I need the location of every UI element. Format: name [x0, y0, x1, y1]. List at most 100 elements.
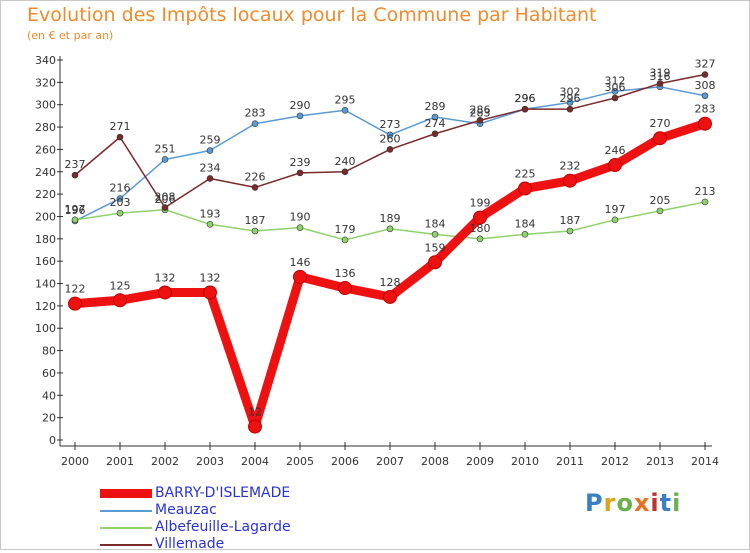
logo-letter: i [672, 489, 682, 517]
data-label-meauzac: 259 [200, 134, 221, 147]
legend-item-barry: BARRY-D'ISLEMADE [100, 485, 340, 502]
data-label-albefeuille-lagarde: 179 [335, 223, 356, 236]
data-point-meauzac [206, 147, 214, 154]
data-label-barry-d-islemade: 159 [425, 241, 446, 254]
data-point-albefeuille-lagarde [566, 227, 574, 235]
legend-swatch-barry [100, 489, 152, 498]
legend-label-meauzac: Meauzac [155, 502, 217, 518]
data-label-barry-d-islemade: 283 [695, 103, 716, 116]
data-point-barry-d-islemade [158, 285, 172, 300]
data-point-villemade [161, 204, 169, 211]
legend-item-meauzac: Meauzac [100, 502, 340, 519]
logo-letter: t [659, 489, 673, 517]
y-tick-label: 300 [35, 99, 56, 112]
x-tick-label: 2010 [511, 455, 539, 468]
data-label-villemade: 260 [380, 132, 401, 145]
data-label-barry-d-islemade: 128 [380, 276, 401, 289]
data-label-albefeuille-lagarde: 190 [290, 211, 311, 224]
data-label-villemade: 319 [650, 66, 671, 79]
data-label-villemade: 271 [110, 120, 131, 133]
data-label-villemade: 296 [515, 92, 536, 105]
data-point-barry-d-islemade [203, 285, 217, 300]
data-label-albefeuille-lagarde: 197 [605, 203, 626, 216]
y-tick-label: 20 [42, 412, 56, 425]
data-label-villemade: 296 [560, 92, 581, 105]
data-label-meauzac: 216 [110, 182, 131, 195]
data-label-meauzac: 312 [605, 74, 626, 87]
y-tick-label: 260 [35, 143, 56, 156]
data-point-meauzac [431, 113, 439, 121]
y-tick-label: 240 [35, 166, 56, 179]
y-tick-label: 180 [35, 233, 56, 246]
data-point-meauzac [566, 99, 574, 106]
data-label-albefeuille-lagarde: 197 [65, 203, 86, 216]
data-point-barry-d-islemade [338, 281, 352, 295]
data-label-villemade: 208 [155, 191, 176, 204]
y-tick-label: 60 [42, 367, 56, 380]
x-tick-label: 2000 [61, 455, 89, 468]
data-point-meauzac [296, 112, 304, 120]
y-tick-label: 80 [42, 345, 56, 358]
data-point-albefeuille-lagarde [116, 209, 124, 217]
data-point-albefeuille-lagarde [476, 235, 484, 243]
data-label-albefeuille-lagarde: 189 [380, 212, 401, 225]
x-tick-label: 2004 [241, 455, 269, 468]
legend-label-villemade: Villemade [155, 536, 225, 552]
x-tick-label: 2012 [601, 455, 629, 468]
data-point-villemade [206, 175, 214, 182]
data-point-villemade [341, 168, 349, 176]
data-point-villemade [386, 146, 394, 153]
data-label-albefeuille-lagarde: 184 [515, 217, 536, 230]
data-label-albefeuille-lagarde: 187 [560, 214, 581, 227]
x-tick-label: 2002 [151, 455, 179, 468]
y-tick-label: 120 [35, 300, 56, 313]
data-point-barry-d-islemade [608, 158, 622, 173]
data-point-meauzac [386, 131, 394, 139]
y-tick-label: 340 [35, 54, 56, 67]
data-label-meauzac: 196 [65, 204, 86, 217]
y-tick-label: 0 [49, 434, 56, 447]
data-point-villemade [656, 80, 664, 87]
data-point-villemade [566, 105, 574, 113]
logo-letter: x [633, 489, 651, 517]
legend-swatch-villemade [100, 544, 152, 546]
data-point-barry-d-islemade [428, 255, 442, 270]
y-tick-label: 220 [35, 188, 56, 201]
data-label-barry-d-islemade: 132 [155, 271, 176, 284]
y-tick-label: 40 [42, 389, 56, 402]
data-label-albefeuille-lagarde: 205 [650, 194, 671, 207]
x-tick-label: 2001 [106, 455, 134, 468]
data-point-villemade [701, 71, 709, 78]
data-label-meauzac: 295 [335, 93, 356, 106]
data-label-albefeuille-lagarde: 184 [425, 217, 446, 230]
legend-label-barry: BARRY-D'ISLEMADE [155, 485, 291, 501]
x-tick-label: 2013 [646, 455, 674, 468]
data-point-albefeuille-lagarde [701, 198, 709, 206]
data-label-barry-d-islemade: 132 [200, 271, 221, 284]
data-label-villemade: 286 [470, 103, 491, 116]
data-point-barry-d-islemade [653, 131, 667, 146]
data-point-albefeuille-lagarde [431, 231, 439, 238]
data-label-villemade: 234 [200, 161, 221, 174]
data-label-albefeuille-lagarde: 180 [470, 222, 491, 235]
data-label-villemade: 240 [335, 155, 356, 168]
data-label-albefeuille-lagarde: 193 [200, 207, 221, 220]
data-label-barry-d-islemade: 136 [335, 267, 356, 280]
x-tick-label: 2005 [286, 455, 314, 468]
x-tick-label: 2009 [466, 455, 494, 468]
data-point-villemade [431, 130, 439, 138]
logo-letter: r [603, 489, 617, 517]
data-label-meauzac: 289 [425, 100, 446, 113]
data-label-barry-d-islemade: 12 [248, 406, 262, 419]
data-point-meauzac [161, 156, 169, 163]
data-point-albefeuille-lagarde [206, 220, 214, 228]
data-point-villemade [521, 105, 529, 113]
data-point-barry-d-islemade [563, 173, 577, 188]
data-point-albefeuille-lagarde [296, 224, 304, 231]
data-label-barry-d-islemade: 246 [605, 144, 626, 157]
legend-item-villemade: Villemade [100, 536, 340, 553]
y-tick-label: 100 [35, 322, 56, 335]
data-label-meauzac: 296 [515, 92, 536, 105]
data-point-meauzac [251, 120, 259, 128]
